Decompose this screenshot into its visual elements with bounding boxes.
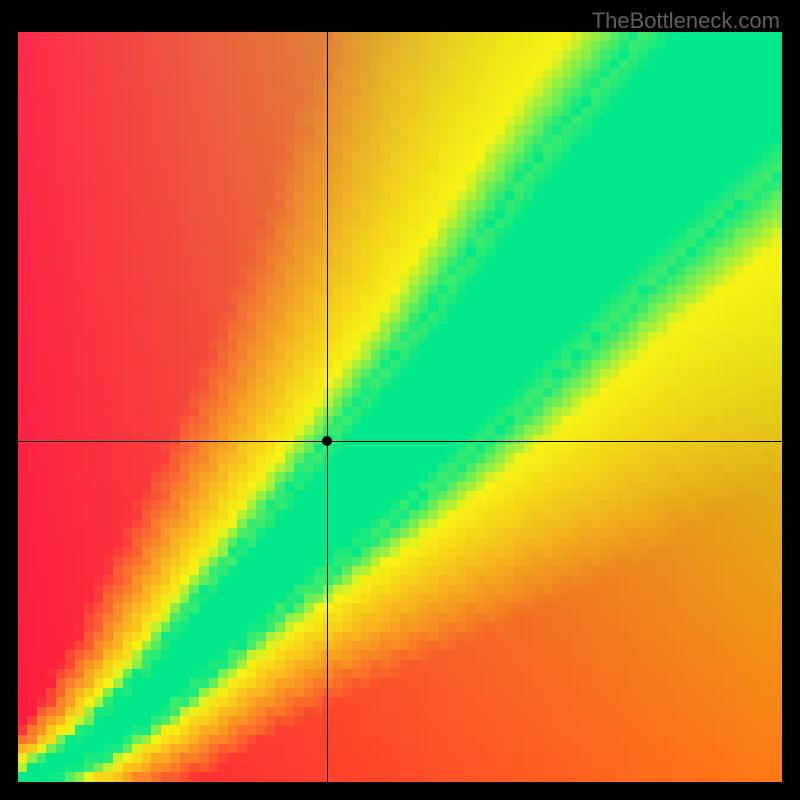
heatmap-canvas [18,32,782,782]
watermark-text: TheBottleneck.com [592,8,780,34]
marker-point [322,436,332,446]
chart-container: TheBottleneck.com [0,0,800,800]
crosshair-horizontal [18,441,782,442]
crosshair-vertical [327,32,328,782]
plot-frame [18,32,782,782]
